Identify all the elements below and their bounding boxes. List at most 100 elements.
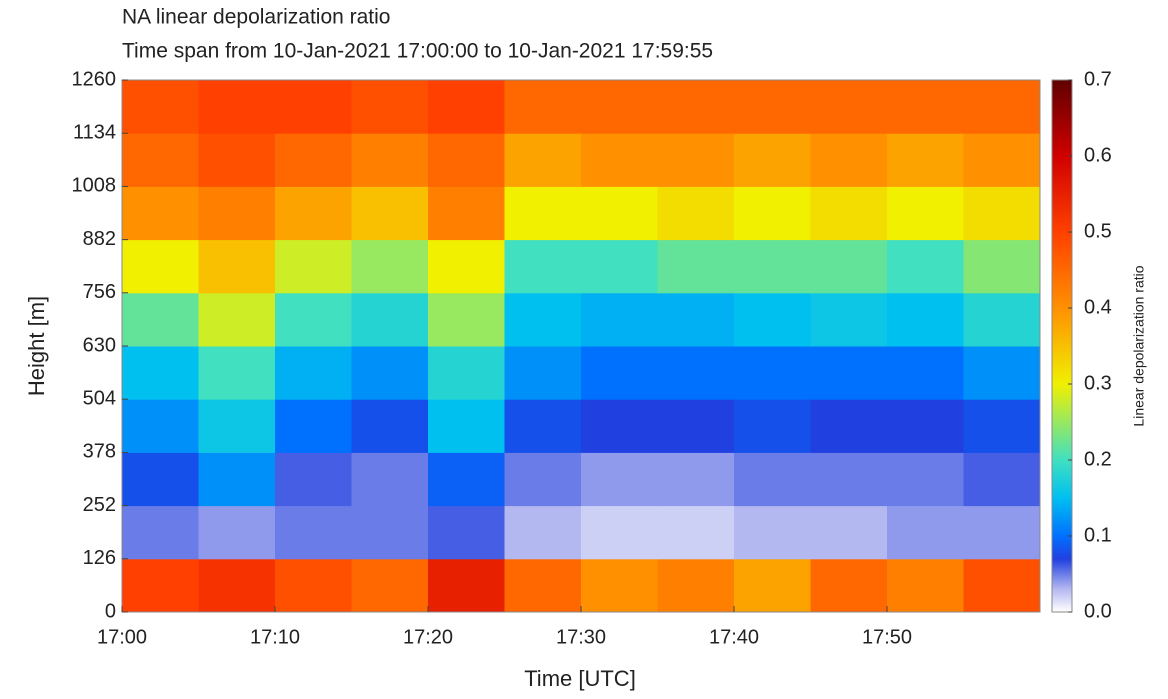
heatmap-cell bbox=[275, 505, 352, 560]
heatmap-cell bbox=[734, 346, 811, 400]
heatmap-cell bbox=[581, 452, 658, 507]
heatmap-cell bbox=[275, 133, 352, 187]
colorbar-label: Linear depolarization ratio bbox=[1131, 265, 1147, 426]
y-tick-label: 0 bbox=[105, 600, 116, 622]
heatmap-cell bbox=[275, 292, 352, 347]
heatmap-cell bbox=[351, 80, 429, 134]
heatmap-cell bbox=[351, 133, 429, 187]
heatmap-cell bbox=[657, 186, 735, 241]
heatmap-cell bbox=[351, 399, 429, 453]
heatmap-cell bbox=[963, 505, 1041, 560]
heatmap-cell bbox=[963, 292, 1041, 347]
heatmap-cell bbox=[581, 558, 658, 613]
heatmap-cell bbox=[963, 346, 1041, 400]
heatmap-cell bbox=[657, 346, 735, 400]
y-axis-label: Height [m] bbox=[24, 296, 49, 396]
y-tick-label: 252 bbox=[83, 494, 116, 516]
heatmap-cell bbox=[887, 80, 964, 134]
heatmap-cell bbox=[122, 292, 199, 347]
heatmap-cell bbox=[887, 558, 964, 613]
y-tick-label: 378 bbox=[83, 441, 116, 463]
heatmap-cell bbox=[657, 505, 735, 560]
colorbar bbox=[1051, 79, 1073, 613]
heatmap-cell bbox=[504, 558, 582, 613]
heatmap-cell bbox=[887, 452, 964, 507]
colorbar-tick-label: 0.0 bbox=[1084, 600, 1112, 622]
heatmap-cell bbox=[887, 292, 964, 347]
heatmap-cell bbox=[275, 80, 352, 134]
heatmap-cell bbox=[657, 452, 735, 507]
heatmap-cell bbox=[351, 558, 429, 613]
heatmap-cell bbox=[428, 346, 505, 400]
heatmap-cell bbox=[963, 133, 1041, 187]
heatmap-cell bbox=[810, 186, 888, 241]
y-tick-label: 1134 bbox=[73, 121, 116, 143]
heatmap-cell bbox=[198, 399, 276, 453]
x-tick-label: 17:10 bbox=[250, 626, 300, 648]
y-tick-label: 126 bbox=[83, 547, 116, 569]
heatmap-cell bbox=[581, 399, 658, 453]
heatmap-cell bbox=[122, 186, 199, 241]
heatmap-cell bbox=[198, 452, 276, 507]
heatmap-cell bbox=[810, 346, 888, 400]
heatmap-cell bbox=[122, 558, 199, 613]
heatmap-cell bbox=[810, 558, 888, 613]
heatmap-cell bbox=[198, 80, 276, 134]
heatmap-cell bbox=[581, 505, 658, 560]
heatmap-cell bbox=[351, 186, 429, 241]
heatmap-cell bbox=[504, 133, 582, 187]
colorbar-tick-label: 0.3 bbox=[1084, 372, 1112, 394]
y-tick-label: 630 bbox=[83, 334, 116, 356]
colorbar-tick-label: 0.1 bbox=[1084, 524, 1112, 546]
heatmap-cell bbox=[275, 239, 352, 294]
heatmap-cell bbox=[657, 558, 735, 613]
heatmap-cell bbox=[810, 399, 888, 453]
heatmap-cell bbox=[887, 346, 964, 400]
heatmap-cell bbox=[122, 80, 199, 134]
heatmap-cell bbox=[198, 133, 276, 187]
heatmap-cell bbox=[275, 346, 352, 400]
heatmap-cell bbox=[198, 505, 276, 560]
heatmap-cell bbox=[351, 292, 429, 347]
chart-title: NA linear depolarization ratio bbox=[122, 6, 391, 29]
heatmap-cell bbox=[581, 133, 658, 187]
heatmap-cell bbox=[734, 558, 811, 613]
heatmap-cell bbox=[963, 239, 1041, 294]
y-tick-label: 1008 bbox=[72, 175, 117, 197]
heatmap-cell bbox=[887, 186, 964, 241]
heatmap-cell bbox=[198, 346, 276, 400]
heatmap-cell bbox=[963, 186, 1041, 241]
heatmap-cell bbox=[581, 346, 658, 400]
x-tick-label: 17:50 bbox=[862, 626, 912, 648]
heatmap-cell bbox=[581, 186, 658, 241]
heatmap-cell bbox=[198, 292, 276, 347]
y-tick-label: 882 bbox=[83, 228, 116, 250]
heatmap-cell bbox=[887, 133, 964, 187]
heatmap-cell bbox=[504, 452, 582, 507]
x-tick-label: 17:30 bbox=[556, 626, 606, 648]
heatmap-cell bbox=[887, 399, 964, 453]
heatmap-cell bbox=[504, 80, 582, 134]
heatmap-cell bbox=[963, 399, 1041, 453]
heatmap-cell bbox=[428, 452, 505, 507]
heatmap-cell bbox=[504, 505, 582, 560]
x-axis-label: Time [UTC] bbox=[524, 666, 636, 691]
heatmap-cell bbox=[122, 239, 199, 294]
chart-subtitle: Time span from 10-Jan-2021 17:00:00 to 1… bbox=[122, 40, 713, 63]
heatmap-cell bbox=[581, 239, 658, 294]
heatmap-cell bbox=[504, 186, 582, 241]
heatmap-cell bbox=[122, 346, 199, 400]
heatmap-cell bbox=[275, 452, 352, 507]
heatmap-cell bbox=[275, 558, 352, 613]
heatmap-cell bbox=[734, 239, 811, 294]
heatmap-cell bbox=[581, 292, 658, 347]
heatmap-cell bbox=[810, 292, 888, 347]
heatmap-cell bbox=[428, 239, 505, 294]
heatmap-cell bbox=[734, 133, 811, 187]
heatmap-cell bbox=[963, 558, 1041, 613]
heatmap-cell bbox=[581, 80, 658, 134]
heatmap-cell bbox=[428, 505, 505, 560]
heatmap-cell bbox=[198, 186, 276, 241]
heatmap-cell bbox=[810, 133, 888, 187]
